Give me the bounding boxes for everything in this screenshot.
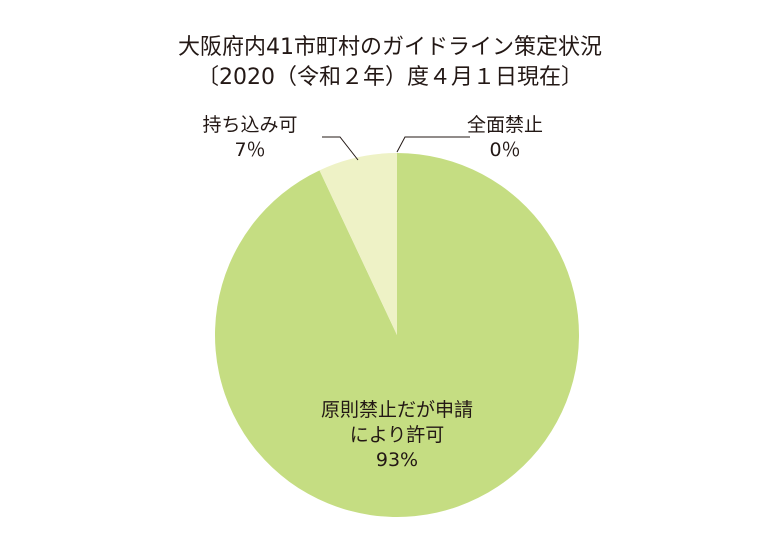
- chart-title: 大阪府内41市町村のガイドライン策定状況: [178, 35, 602, 60]
- pie-slice: [319, 153, 397, 335]
- value-label: 7％: [234, 139, 266, 161]
- value-label: 93%: [375, 449, 419, 471]
- chart-subtitle: 〔2020（令和２年）度４月１日現在〕: [197, 65, 583, 90]
- slice-label: 全面禁止: [466, 114, 543, 136]
- leader-line: [322, 136, 359, 161]
- slice-label: 原則禁止だが申請 により許可: [320, 399, 473, 446]
- slice-label: 持ち込み可: [202, 114, 298, 136]
- value-label: 0％: [489, 139, 521, 161]
- leader-line: [396, 136, 470, 153]
